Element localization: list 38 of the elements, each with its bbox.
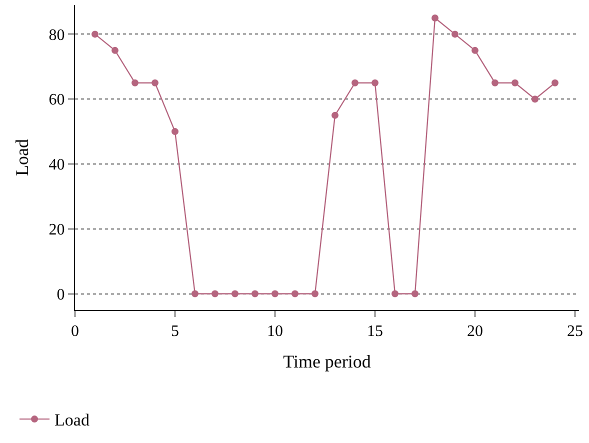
point: [92, 30, 98, 38]
point: [292, 290, 298, 298]
legend-label: Load: [54, 410, 90, 430]
point: [272, 290, 278, 298]
x-axis-title: Time period: [283, 351, 371, 372]
x-tick-label: 0: [71, 323, 79, 340]
point: [432, 14, 438, 22]
point: [152, 79, 158, 86]
point: [492, 79, 498, 86]
point: [212, 290, 218, 298]
point: [532, 96, 538, 103]
point: [452, 30, 458, 38]
point: [112, 46, 118, 54]
point: [172, 128, 178, 136]
x-tick-label: 20: [467, 323, 483, 340]
y-tick-label: 80: [48, 26, 65, 44]
point: [412, 290, 418, 298]
x-tick-label: 15: [367, 323, 383, 340]
y-tick-label: 20: [48, 221, 65, 238]
point: [472, 46, 478, 54]
x-tick-label: 5: [171, 323, 179, 340]
y-tick-label: 0: [56, 286, 65, 304]
point: [312, 290, 318, 298]
point: [332, 112, 338, 119]
point: [192, 290, 198, 298]
point: [392, 290, 398, 298]
point: [252, 290, 258, 298]
point: [132, 79, 138, 86]
y-axis-title: Load: [12, 139, 32, 176]
point: [232, 290, 238, 298]
point: [552, 79, 558, 86]
x-tick-label: 10: [267, 323, 283, 340]
x-tick-label: 25: [567, 323, 583, 340]
point: [512, 79, 518, 86]
point: [372, 79, 378, 86]
y-tick-label: 40: [48, 156, 65, 174]
point: [352, 79, 358, 86]
y-tick-label: 60: [48, 92, 65, 109]
